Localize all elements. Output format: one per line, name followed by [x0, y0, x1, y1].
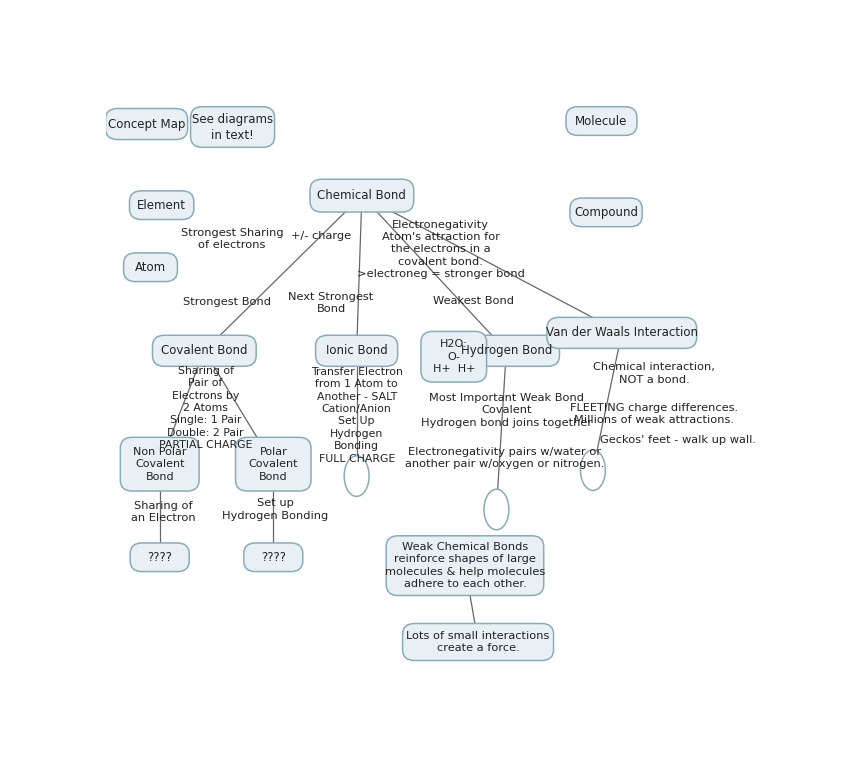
FancyBboxPatch shape [235, 437, 311, 491]
Text: See diagrams
in text!: See diagrams in text! [192, 112, 273, 142]
Text: Ionic Bond: Ionic Bond [326, 344, 388, 357]
Text: Molecule: Molecule [575, 115, 628, 128]
Ellipse shape [484, 489, 509, 530]
FancyBboxPatch shape [106, 109, 187, 140]
Text: Sharing of
an Electron: Sharing of an Electron [131, 501, 196, 523]
Text: Compound: Compound [574, 206, 638, 219]
Text: Non Polar
Covalent
Bond: Non Polar Covalent Bond [133, 446, 186, 481]
Text: Chemical interaction,
NOT a bond.: Chemical interaction, NOT a bond. [593, 362, 715, 384]
Text: Chemical Bond: Chemical Bond [318, 189, 407, 202]
Text: Most Important Weak Bond
Covalent
Hydrogen bond joins together: Most Important Weak Bond Covalent Hydrog… [421, 393, 592, 428]
Text: Lots of small interactions
create a force.: Lots of small interactions create a forc… [407, 631, 550, 653]
Text: Van der Waals Interaction: Van der Waals Interaction [545, 326, 698, 339]
FancyBboxPatch shape [130, 191, 194, 219]
FancyBboxPatch shape [421, 332, 487, 382]
Text: Next Strongest
Bond: Next Strongest Bond [289, 292, 374, 314]
Text: Hydrogen Bond: Hydrogen Bond [461, 344, 552, 357]
Ellipse shape [344, 456, 369, 497]
FancyBboxPatch shape [547, 318, 696, 349]
Text: Transfer Electron
from 1 Atom to
Another - SALT
Cation/Anion
Set Up
Hydrogen
Bon: Transfer Electron from 1 Atom to Another… [311, 367, 402, 463]
Text: Strongest Sharing
of electrons: Strongest Sharing of electrons [180, 228, 283, 250]
Text: FLEETING charge differences.
Millions of weak attractions.: FLEETING charge differences. Millions of… [570, 403, 738, 425]
FancyBboxPatch shape [386, 536, 544, 595]
FancyBboxPatch shape [570, 198, 642, 226]
FancyBboxPatch shape [120, 437, 199, 491]
FancyBboxPatch shape [453, 336, 560, 367]
FancyBboxPatch shape [316, 336, 397, 367]
Text: H2O:
O-
H+  H+: H2O: O- H+ H+ [433, 339, 475, 374]
Text: Geckos' feet - walk up wall.: Geckos' feet - walk up wall. [601, 436, 756, 446]
Text: Electronegativity pairs w/water or
another pair w/oxygen or nitrogen.: Electronegativity pairs w/water or anoth… [406, 447, 605, 470]
FancyBboxPatch shape [402, 624, 554, 660]
FancyBboxPatch shape [191, 107, 274, 147]
FancyBboxPatch shape [566, 107, 637, 136]
Text: +/- charge: +/- charge [291, 231, 352, 241]
Text: Weak Chemical Bonds
reinforce shapes of large
molecules & help molecules
adhere : Weak Chemical Bonds reinforce shapes of … [385, 542, 545, 589]
Text: Electronegativity
Atom's attraction for
the electrons in a
covalent bond.
>elect: Electronegativity Atom's attraction for … [357, 219, 524, 279]
Text: ????: ???? [147, 551, 172, 563]
Text: Atom: Atom [135, 260, 166, 274]
FancyBboxPatch shape [124, 253, 177, 281]
FancyBboxPatch shape [244, 543, 303, 572]
Text: Polar
Covalent
Bond: Polar Covalent Bond [248, 446, 298, 481]
Text: ????: ???? [261, 551, 285, 563]
FancyBboxPatch shape [310, 179, 413, 212]
Text: Element: Element [137, 198, 186, 212]
FancyBboxPatch shape [152, 336, 256, 367]
Ellipse shape [580, 449, 606, 491]
FancyBboxPatch shape [130, 543, 189, 572]
Text: Set up
Hydrogen Bonding: Set up Hydrogen Bonding [222, 498, 329, 521]
Text: Weakest Bond: Weakest Bond [433, 296, 514, 305]
Text: Sharing of
Pair of
Electrons by
2 Atoms
Single: 1 Pair
Double: 2 Pair
PARTIAL CH: Sharing of Pair of Electrons by 2 Atoms … [159, 366, 252, 450]
Text: Covalent Bond: Covalent Bond [161, 344, 247, 357]
Text: Strongest Bond: Strongest Bond [183, 297, 271, 307]
Text: Concept Map: Concept Map [108, 118, 185, 130]
